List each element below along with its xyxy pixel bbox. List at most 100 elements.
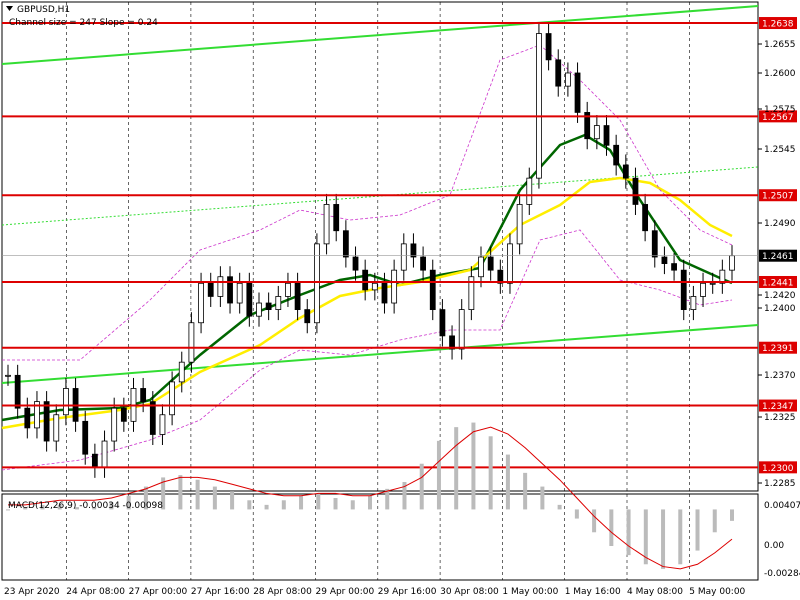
candle-body bbox=[391, 269, 398, 304]
candle-body bbox=[24, 407, 31, 429]
x-tick-label: 23 Apr 2020 bbox=[4, 587, 60, 597]
macd-bar bbox=[6, 509, 10, 511]
candle-body bbox=[593, 125, 600, 140]
candle-body bbox=[53, 414, 60, 442]
x-tick-label: 29 Apr 00:00 bbox=[316, 587, 375, 597]
candle-body bbox=[497, 269, 504, 284]
candle-body bbox=[34, 401, 40, 429]
candle-body bbox=[400, 243, 407, 271]
candle-body bbox=[564, 72, 571, 87]
candle-body bbox=[642, 204, 649, 232]
level-label-bg bbox=[759, 17, 797, 30]
candle-body bbox=[236, 282, 243, 304]
candle-body bbox=[371, 282, 378, 291]
macd-bar bbox=[195, 479, 200, 510]
level-label-bg bbox=[759, 461, 797, 474]
macd-bar bbox=[609, 509, 614, 546]
x-tick-label: 30 Apr 08:00 bbox=[440, 587, 499, 597]
level-label-bg bbox=[759, 189, 797, 202]
macd-bar bbox=[212, 486, 217, 510]
macd-signal-line bbox=[8, 426, 733, 570]
macd-bar bbox=[143, 486, 148, 510]
candle-body bbox=[478, 256, 484, 278]
level-label-bg bbox=[759, 275, 797, 288]
level-label-bg bbox=[759, 110, 797, 123]
candle-body bbox=[342, 230, 349, 258]
macd-y-tick-label: -0.00284 bbox=[764, 569, 800, 579]
macd-bar bbox=[126, 495, 131, 510]
candle-body bbox=[14, 374, 21, 409]
candle-body bbox=[420, 256, 426, 271]
candle-body bbox=[294, 282, 301, 310]
macd-bar bbox=[626, 509, 631, 556]
macd-y-tick-label: 0.00 bbox=[764, 541, 784, 551]
macd-bar bbox=[592, 509, 597, 533]
candle-body bbox=[439, 309, 446, 337]
macd-bar bbox=[281, 500, 286, 510]
candle-body bbox=[709, 282, 716, 285]
channel-annotation: Channel size = 247 Slope = 0.24 bbox=[9, 18, 158, 28]
level-label: 1.2391 bbox=[762, 344, 794, 354]
candle-body bbox=[671, 263, 677, 271]
y-tick-label: 1.2400 bbox=[764, 304, 796, 314]
level-label: 1.2567 bbox=[762, 113, 794, 123]
candle-body bbox=[227, 276, 233, 304]
envelope-upper-line bbox=[2, 44, 733, 361]
candle-body bbox=[410, 243, 417, 258]
macd-bar bbox=[557, 504, 562, 510]
candle-body bbox=[536, 33, 542, 179]
y-tick-label: 1.2545 bbox=[764, 145, 796, 155]
candle-body bbox=[516, 204, 523, 245]
envelope-lower-line bbox=[1, 229, 733, 471]
macd-bar bbox=[730, 509, 734, 521]
candle-body bbox=[149, 401, 156, 435]
candle-body bbox=[333, 204, 340, 232]
candle-body bbox=[304, 309, 311, 324]
x-tick-label: 24 Apr 08:00 bbox=[66, 587, 125, 597]
candle-body bbox=[169, 381, 176, 416]
level-label-bg bbox=[759, 399, 797, 412]
candle-body bbox=[111, 407, 118, 442]
candle-body bbox=[507, 243, 513, 284]
candle-body bbox=[120, 407, 127, 422]
candle-body bbox=[690, 296, 697, 310]
candle-body bbox=[468, 276, 475, 310]
x-tick-label: 27 Apr 16:00 bbox=[191, 587, 250, 597]
x-tick-label: 1 May 00:00 bbox=[502, 587, 558, 597]
macd-bar bbox=[488, 436, 493, 510]
candle-body bbox=[207, 282, 214, 297]
current-price-label: 1.2461 bbox=[762, 252, 794, 262]
candle-body bbox=[217, 276, 224, 297]
macd-bar bbox=[712, 509, 717, 533]
candle-body bbox=[159, 414, 166, 435]
macd-bar bbox=[74, 507, 79, 510]
macd-bar bbox=[402, 482, 407, 510]
candle-body bbox=[265, 302, 272, 310]
macd-bar bbox=[40, 504, 45, 510]
level-label-bg bbox=[759, 341, 797, 354]
candle-body bbox=[526, 177, 533, 205]
x-tick-label: 4 May 08:00 bbox=[627, 587, 683, 597]
macd-bar bbox=[643, 509, 648, 565]
macd-bar bbox=[695, 509, 700, 551]
macd-bar bbox=[540, 486, 545, 510]
macd-bar bbox=[574, 509, 579, 519]
macd-indicator: 0.00407 0.00 -0.00284 bbox=[6, 422, 800, 579]
candle-body bbox=[101, 440, 108, 468]
dropdown-triangle-icon[interactable] bbox=[6, 6, 13, 11]
level-label: 1.2347 bbox=[762, 402, 794, 412]
macd-bar bbox=[368, 495, 372, 510]
channel-upper-line bbox=[1, 5, 759, 65]
macd-bar bbox=[23, 507, 28, 510]
candle-body bbox=[314, 243, 320, 324]
candle-body bbox=[545, 33, 552, 61]
level-label: 1.2441 bbox=[762, 278, 794, 288]
macd-bar bbox=[523, 472, 528, 510]
candles bbox=[5, 23, 735, 478]
candle-body bbox=[246, 282, 253, 317]
candle-body bbox=[275, 296, 282, 310]
x-tick-label: 5 May 00:00 bbox=[689, 587, 745, 597]
candle-body bbox=[362, 269, 369, 291]
candle-body bbox=[43, 401, 50, 442]
